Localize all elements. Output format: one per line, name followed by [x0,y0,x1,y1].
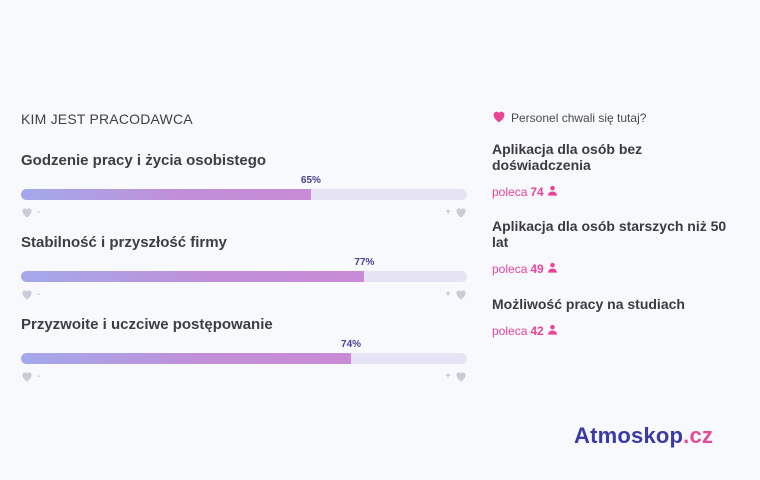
recommend-number: 74 [530,185,544,199]
metric-label: Przyzwoite i uczciwe postępowanie [21,316,273,333]
praise-heading-text: Personel chwali się tutaj? [511,111,647,125]
metric-label: Godzenie pracy i życia osobistego [21,152,267,169]
heart-icon [492,110,506,126]
scale-row: - + [21,288,467,300]
plus-label: + [445,206,451,218]
heart-outline-icon [455,207,467,218]
recommend-number: 49 [530,262,544,276]
recommend-prefix: poleca [492,262,528,276]
praise-panel: Personel chwali się tutaj? Aplikacja dla… [492,110,742,338]
recommend-count[interactable]: poleca 42 [492,324,685,338]
person-icon [547,185,558,199]
plus-label: + [445,288,451,300]
praise-item: Aplikacja dla osób starszych niż 50 lat … [492,218,742,276]
recommend-count[interactable]: poleca 49 [492,262,742,276]
praise-item-title: Aplikacja dla osób starszych niż 50 lat [492,218,727,250]
person-icon [547,324,558,338]
scale-row: - + [21,370,467,382]
recommend-prefix: poleca [492,324,528,338]
heart-outline-icon [21,371,33,382]
metric-fair-conduct: Przyzwoite i uczciwe postępowanie 74% - … [21,316,467,382]
minus-label: - [37,288,41,300]
heart-outline-icon [21,207,33,218]
heart-outline-icon [455,371,467,382]
minus-label: - [37,206,41,218]
percent-label: 74% [341,339,362,350]
logo-text-main: Atmoskop [574,423,684,448]
progress-fill [21,353,352,364]
recommend-count[interactable]: poleca 74 [492,185,742,199]
praise-item: Aplikacja dla osób bez doświadczenia pol… [492,141,742,199]
praise-heading: Personel chwali się tutaj? [492,110,742,126]
recommend-number: 42 [530,324,544,338]
heart-outline-icon [21,289,33,300]
percent-label: 77% [354,257,375,268]
progress-bar: 65% [21,175,467,200]
person-icon [547,262,558,276]
plus-label: + [445,370,451,382]
praise-item: Możliwość pracy na studiach poleca 42 [492,296,685,338]
progress-fill [21,271,365,282]
praise-item-title: Możliwość pracy na studiach [492,296,685,312]
metric-work-life-balance: Godzenie pracy i życia osobistego 65% - … [21,152,467,218]
progress-bar: 77% [21,257,467,282]
minus-label: - [37,370,41,382]
heart-outline-icon [455,289,467,300]
progress-bar: 74% [21,339,467,364]
logo-text-domain: .cz [683,423,714,448]
percent-label: 65% [300,175,321,186]
scale-row: - + [21,206,467,218]
praise-item-title: Aplikacja dla osób bez doświadczenia [492,141,643,173]
section-title: KIM JEST PRACODAWCA [21,111,193,127]
atmoskop-logo[interactable]: Atmoskop.cz [574,423,713,449]
recommend-prefix: poleca [492,185,528,199]
metric-label: Stabilność i przyszłość firmy [21,234,227,251]
progress-fill [21,189,311,200]
metric-company-stability: Stabilność i przyszłość firmy 77% - + [21,234,467,300]
